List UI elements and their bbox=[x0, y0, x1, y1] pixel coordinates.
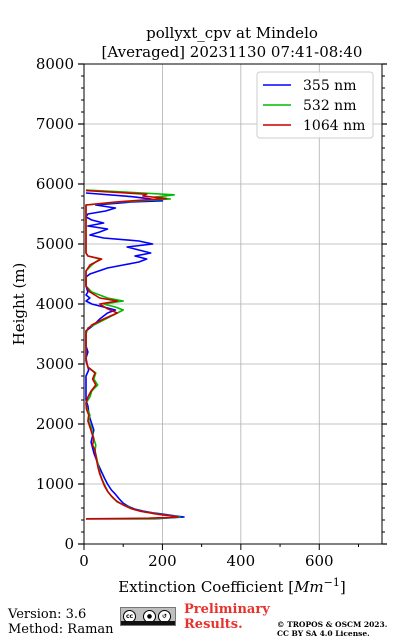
y-axis-label: Height (m) bbox=[10, 263, 28, 346]
y-tick-label: 0 bbox=[64, 535, 74, 553]
y-tick-label: 8000 bbox=[36, 55, 74, 73]
x-tick-label: 0 bbox=[79, 552, 89, 570]
chart-series-layer bbox=[85, 189, 185, 520]
legend-label: 532 nm bbox=[303, 98, 356, 114]
preliminary-results-note: Preliminary Results. bbox=[184, 602, 270, 632]
cc-by-sa-license-badge[interactable]: cc ● ↺ bbox=[120, 607, 176, 626]
y-tick-label: 1000 bbox=[36, 475, 74, 493]
legend-label: 1064 nm bbox=[303, 118, 365, 134]
legend-label: 355 nm bbox=[303, 78, 356, 94]
x-tick-label: 400 bbox=[227, 552, 256, 570]
chart-ticks: 0 200 400 600010002000300040005000600070008… bbox=[36, 55, 387, 570]
y-tick-label: 3000 bbox=[36, 355, 74, 373]
y-tick-label: 7000 bbox=[36, 115, 74, 133]
y-tick-label: 2000 bbox=[36, 415, 74, 433]
x-axis-label: Extinction Coefficient [Mm−1] bbox=[118, 576, 345, 596]
y-tick-label: 6000 bbox=[36, 175, 74, 193]
legend-box bbox=[256, 71, 374, 139]
x-tick-label: 200 bbox=[148, 552, 177, 570]
preliminary-line-1: Preliminary bbox=[184, 602, 270, 617]
series-line-1064-nm bbox=[85, 189, 179, 520]
chart-legend: 355 nm 532 nm 1064 nm bbox=[256, 71, 374, 139]
copyright-note: © TROPOS & OSCM 2023. CC BY SA 4.0 Licen… bbox=[277, 620, 387, 638]
version-text: Version: 3.6 bbox=[8, 607, 87, 622]
license-label-strip bbox=[121, 621, 175, 625]
preliminary-line-2: Results. bbox=[184, 617, 243, 632]
method-text: Method: Raman bbox=[8, 622, 114, 637]
chart-title: pollyxt_cpv at Mindelo bbox=[146, 24, 318, 42]
copyright-line-1: © TROPOS & OSCM 2023. bbox=[277, 620, 388, 629]
x-tick-label: 600 bbox=[305, 552, 334, 570]
series-line-355-nm bbox=[85, 192, 185, 520]
y-tick-label: 4000 bbox=[36, 295, 74, 313]
chart-subtitle: [Averaged] 20231130 07:41-08:40 bbox=[102, 43, 363, 61]
y-tick-label: 5000 bbox=[36, 235, 74, 253]
extinction-profile-chart: pollyxt_cpv at Mindelo [Averaged] 202311… bbox=[10, 24, 387, 596]
copyright-line-2: CC BY SA 4.0 License. bbox=[277, 629, 370, 638]
